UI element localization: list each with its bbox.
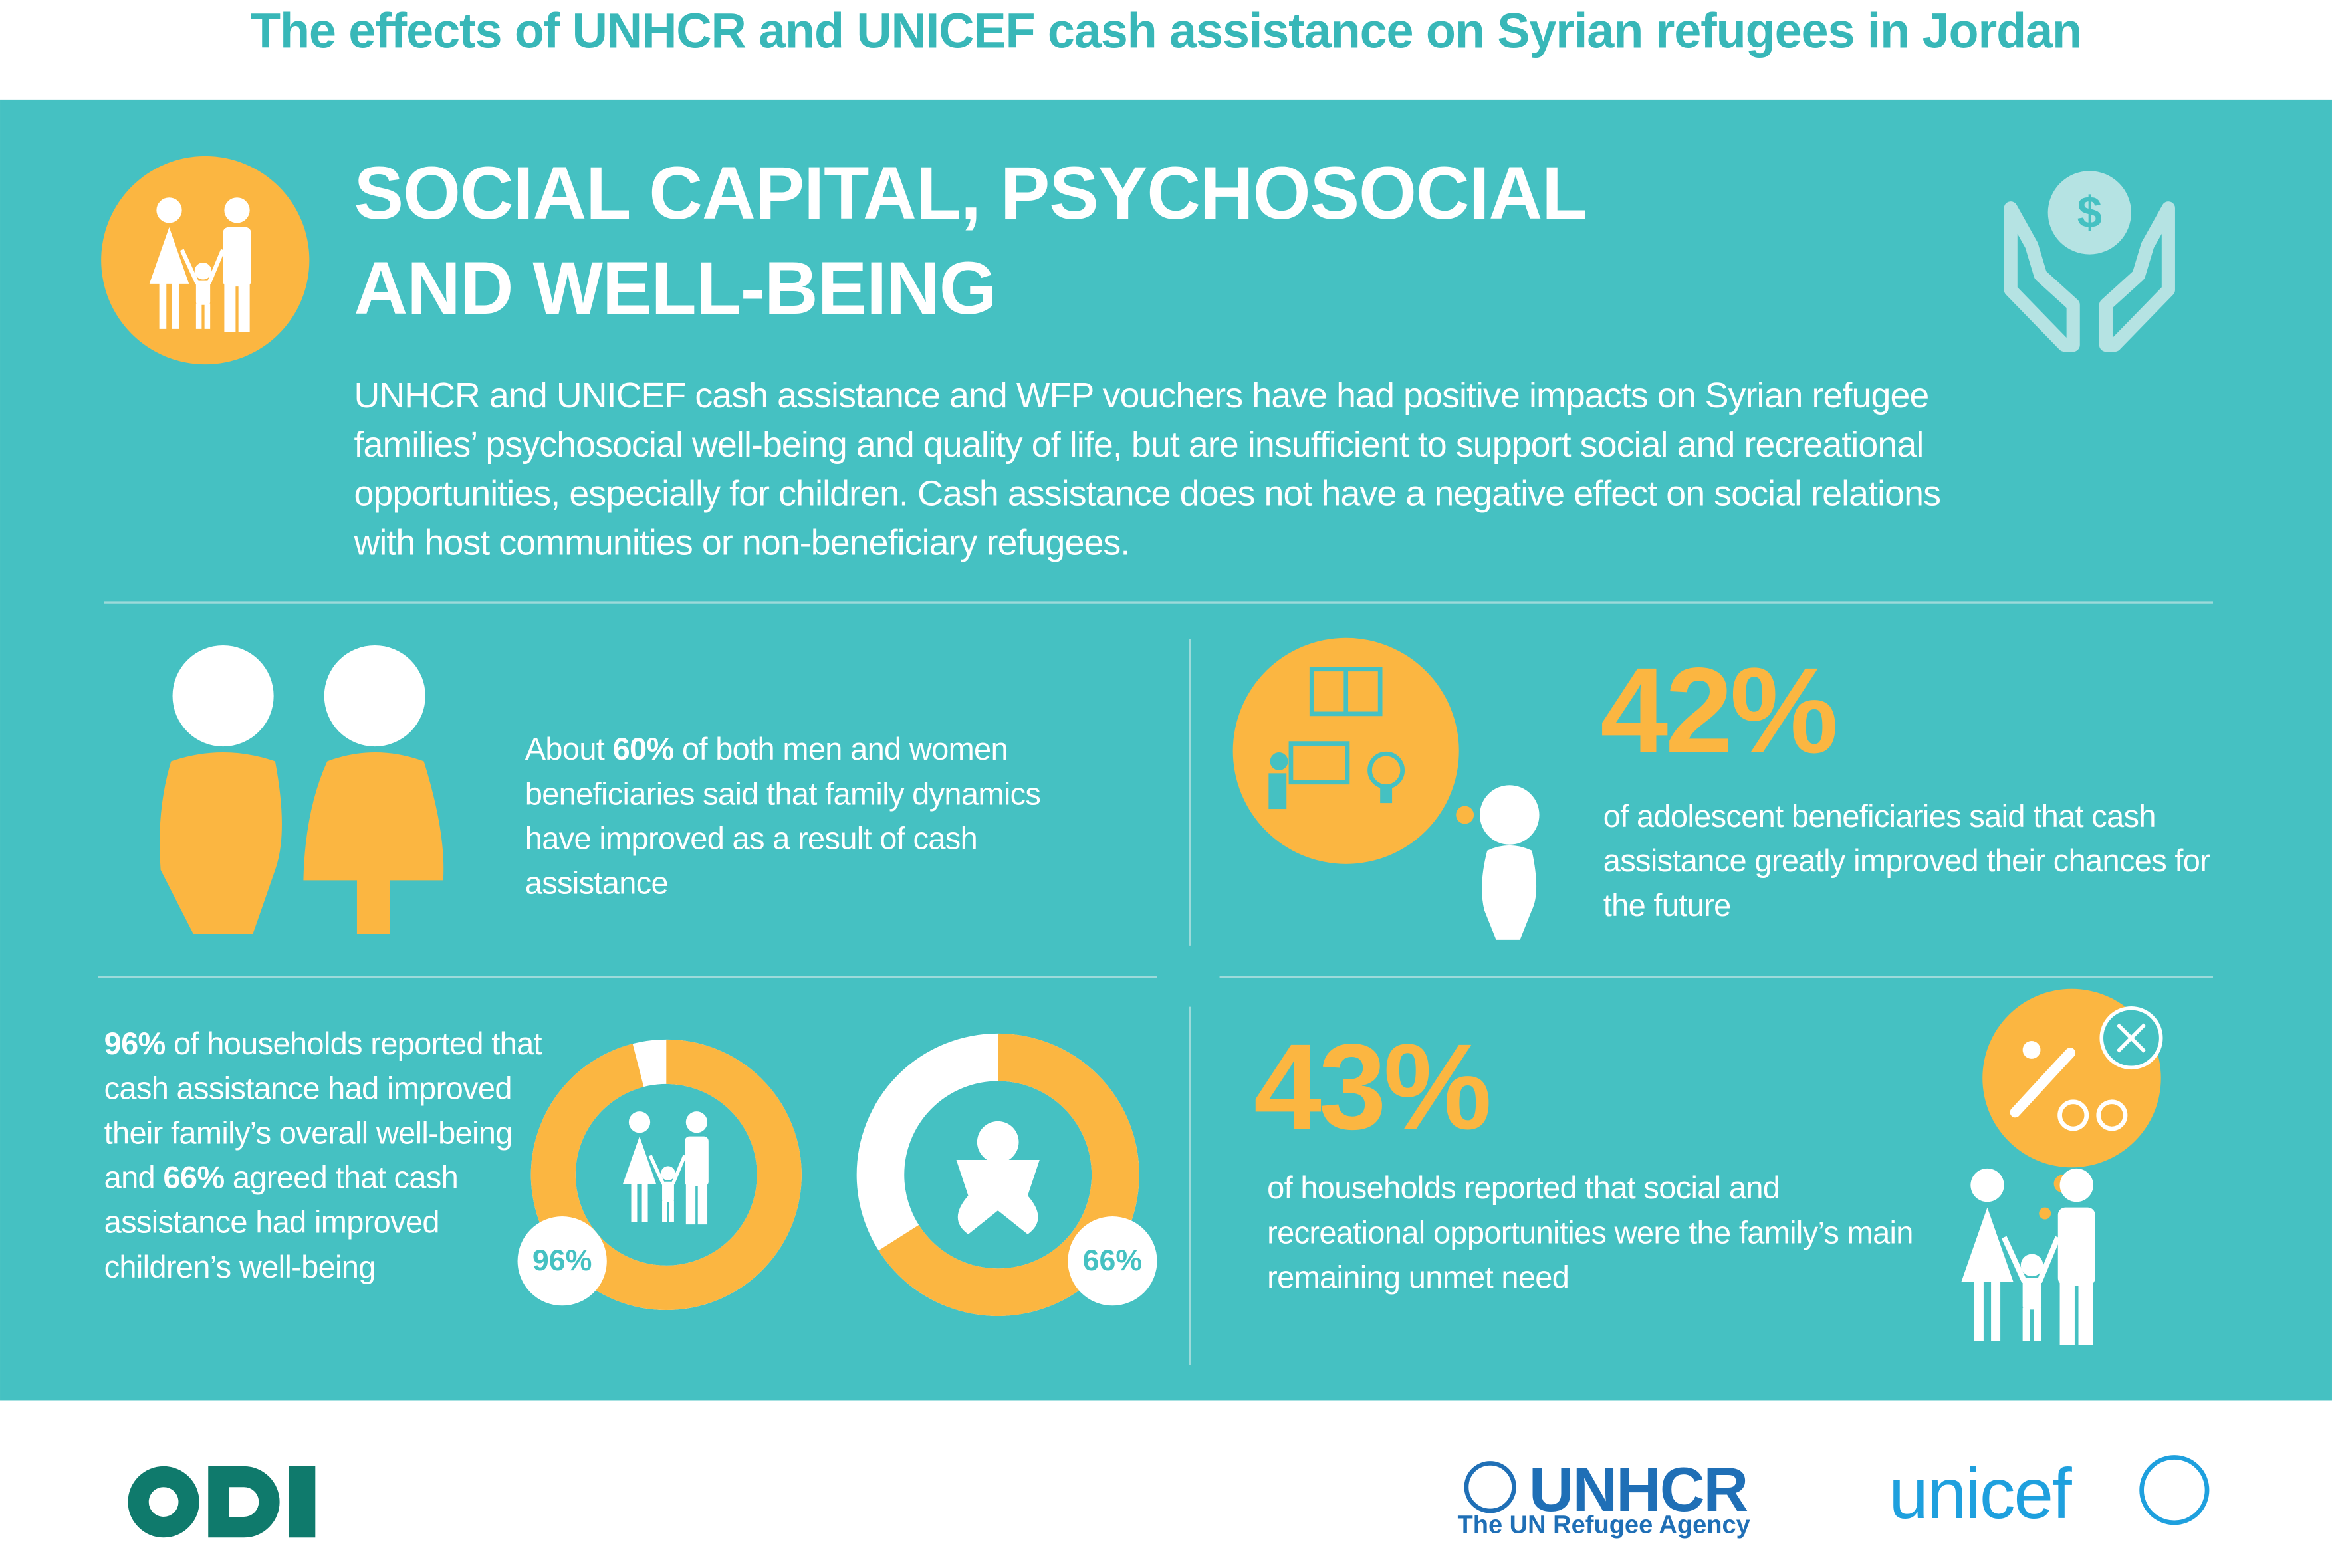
finding-stat: 43% [1253, 1020, 1492, 1156]
finding-text: of households reported that social and r… [1267, 1167, 1921, 1301]
unhcr-tagline: The UN Refugee Agency [1457, 1511, 1750, 1539]
highlight: 66% [163, 1161, 225, 1196]
highlight: 96% [104, 1027, 166, 1062]
dollar-sign: $ [2077, 187, 2102, 237]
section-heading: SOCIAL CAPITAL, PSYCHOSOCIAL AND WELL-BE… [354, 152, 1585, 330]
men-women-icon [160, 645, 444, 934]
dividers [98, 601, 2213, 1365]
teal-panel [0, 99, 2332, 1401]
text: of households reported that cash assista… [104, 1027, 542, 1196]
unmet-need-icon [1961, 988, 2163, 1345]
donut-label: 66% [1083, 1244, 1143, 1277]
text: About [525, 732, 613, 768]
finding-stat: 42% [1600, 643, 1838, 780]
text: agreed that cash assistance had improved… [104, 1161, 459, 1285]
page-title: The effects of UNHCR and UNICEF cash ass… [250, 3, 2082, 58]
donut-label: 96% [532, 1244, 592, 1277]
donut-label-bubble [517, 1216, 607, 1306]
unhcr-logo: UNHCR [1528, 1454, 1748, 1525]
baby-head [977, 1121, 1019, 1163]
text: of households reported that social and r… [1267, 1171, 1913, 1295]
odi-logo [128, 1466, 316, 1538]
unhcr-emblem [1464, 1461, 1516, 1513]
donut-charts: 96% 66% [517, 1033, 1157, 1316]
highlight: 60% [612, 732, 675, 768]
unicef-emblem [2139, 1455, 2210, 1525]
hands-icon [2004, 171, 2175, 352]
donut-label-bubble [1068, 1216, 1157, 1306]
adolescent-icon [1232, 637, 1540, 940]
finding-text: of adolescent beneficiaries said that ca… [1603, 796, 2228, 929]
unicef-logo: unicef [1889, 1456, 2071, 1535]
baby-body [956, 1160, 1040, 1234]
section-intro: UNHCR and UNICEF cash assistance and WFP… [354, 376, 1941, 564]
finding-text: About 60% of both men and women benefici… [525, 728, 1060, 907]
text: of adolescent beneficiaries said that ca… [1603, 800, 2210, 924]
finding-text: 96% of households reported that cash ass… [104, 1023, 550, 1291]
text: of both men and women beneficiaries said… [525, 732, 1041, 901]
family-icon-circle [101, 156, 310, 365]
